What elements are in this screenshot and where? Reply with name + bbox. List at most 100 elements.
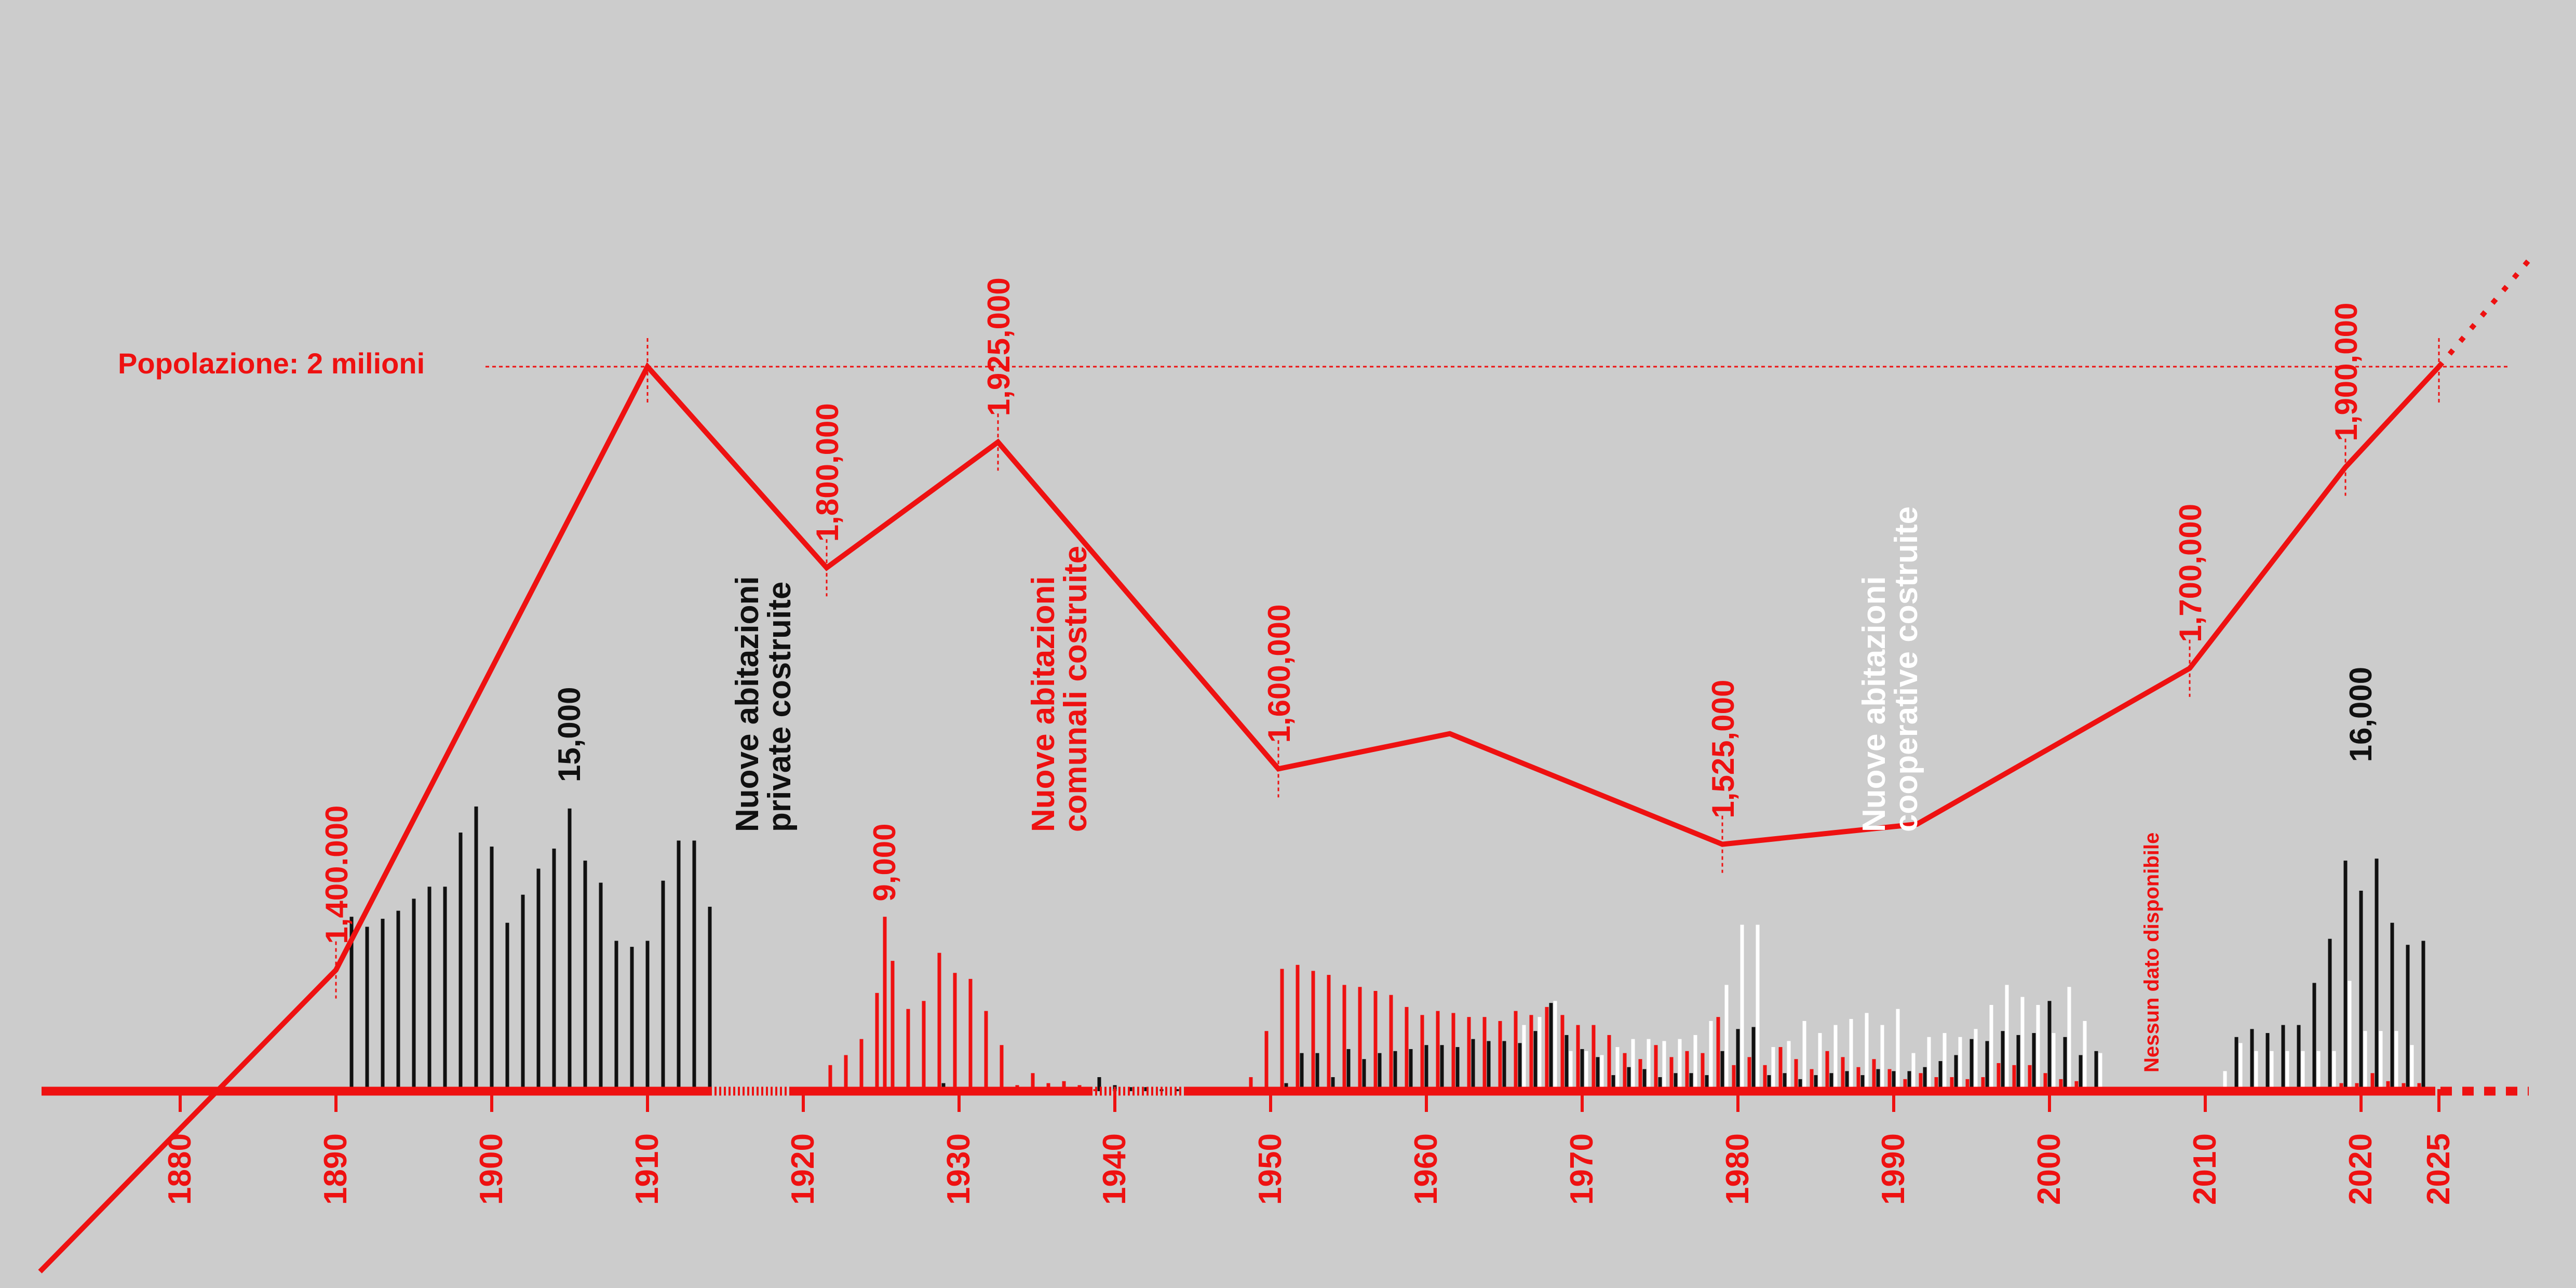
bar-comunali-1933: [1000, 1045, 1004, 1091]
label-group: Popolazione: 2 milioni 1,400.000 1,800,000…: [118, 277, 2378, 1072]
bar-private-1902: [521, 894, 525, 1091]
bar-cooperative-2022: [2394, 1031, 2398, 1091]
x-tick-label-1980: 1980: [1720, 1133, 1756, 1205]
bar-private-1987: [1845, 1071, 1849, 1091]
bar-private-1942: [1144, 1087, 1148, 1091]
bar-comunali-1988: [1856, 1067, 1860, 1091]
bar-private-1939: [1097, 1077, 1101, 1091]
bar-cooperative-2020: [2363, 1031, 2367, 1091]
bar-private-1966: [1518, 1043, 1522, 1091]
bar-comunali-1994: [1950, 1077, 1954, 1091]
bar-private-1910: [645, 941, 650, 1091]
bar-private-1975: [1658, 1077, 1662, 1091]
bar-private-1962: [1455, 1047, 1460, 1091]
bar-cooperative-2003: [2098, 1053, 2102, 1091]
population-value-label: 1,400.000: [319, 806, 354, 944]
bar-cooperative-1972: [1615, 1047, 1620, 1091]
bar-cooperative-1973: [1631, 1039, 1635, 1091]
bar-cooperative-2013: [2254, 1051, 2258, 1091]
bar-comunali-2001: [2059, 1079, 2063, 1091]
bar-comunali-1970: [1576, 1025, 1580, 1091]
bar-cooperative-2011: [2223, 1071, 2227, 1091]
bar-private-1988: [1860, 1075, 1865, 1091]
bar-comunali-1982: [1763, 1065, 1767, 1091]
bar-private-2003: [2094, 1051, 2098, 1091]
bar-comunali-1964: [1482, 1017, 1487, 1091]
bar-private-2020: [2359, 891, 2363, 1091]
x-tick-label-1970: 1970: [1564, 1133, 1600, 1205]
bar-comunali-1989: [1872, 1059, 1876, 1091]
bar-private-1903: [536, 868, 541, 1091]
bar-cooperative-2002: [2083, 1021, 2087, 1091]
bar-comunali-1927: [906, 1009, 910, 1091]
bar-comunali-1985: [1810, 1069, 1814, 1091]
communal-peak-label: 9,000: [867, 823, 902, 901]
bar-comunali-1968: [1545, 1007, 1549, 1091]
bar-comunali-1924: [859, 1039, 864, 1091]
private-series-label-line1: Nuove abitazioni: [730, 576, 765, 832]
bar-cooperative-1987: [1849, 1019, 1853, 1091]
bar-private-2013: [2250, 1029, 2254, 1091]
population-value-label: 1,925,000: [981, 277, 1016, 416]
x-tick-label-2025: 2025: [2421, 1133, 2457, 1205]
bar-private-1898: [458, 833, 463, 1091]
bar-cooperative-1970: [1584, 1051, 1588, 1091]
bar-comunali-1960: [1420, 1015, 1424, 1091]
bar-private-1906: [583, 861, 587, 1091]
bar-private-2017: [2312, 983, 2316, 1091]
bar-cooperative-1974: [1647, 1039, 1651, 1091]
population-value-label: 1,700,000: [2173, 504, 2208, 642]
bar-private-1944: [1175, 1089, 1179, 1091]
bar-cooperative-1984: [1802, 1021, 1806, 1091]
x-tick-label-1960: 1960: [1408, 1133, 1444, 1205]
bar-cooperative-1983: [1787, 1041, 1791, 1091]
bar-comunali-1999: [2028, 1065, 2032, 1091]
bar-comunali-1981: [1747, 1057, 1751, 1091]
bar-private-1989: [1876, 1069, 1880, 1091]
bar-comunali-1935: [1031, 1073, 1035, 1091]
bar-cooperative-1976: [1678, 1039, 1682, 1091]
bar-private-1977: [1689, 1073, 1693, 1091]
cooperative-series-label-line2: cooperative costruite: [1889, 506, 1924, 832]
bar-cooperative-2018: [2332, 1051, 2336, 1091]
bar-comunali-1976: [1669, 1057, 1674, 1091]
bar-private-1969: [1565, 1035, 1569, 1091]
bar-comunali-2022: [2386, 1081, 2390, 1091]
bar-comunali-1991: [1903, 1079, 1907, 1091]
bar-private-1992: [1923, 1067, 1927, 1091]
bar-cooperative-2001: [2067, 987, 2071, 1091]
bar-private-1971: [1596, 1057, 1600, 1091]
bar-cooperative-1988: [1865, 1013, 1869, 1091]
bar-private-1994: [1954, 1055, 1958, 1091]
bar-private-1998: [2016, 1035, 2020, 1091]
bar-private-1980: [1736, 1029, 1740, 1091]
bar-private-1955: [1346, 1049, 1351, 1091]
bar-private-2019: [2343, 861, 2348, 1091]
bar-private-2018: [2328, 938, 2332, 1091]
bar-private-1912: [677, 840, 681, 1091]
private-peak-label: 16,000: [2343, 667, 2378, 762]
bar-private-1993: [1938, 1061, 1943, 1091]
bar-comunali-1925.5: [883, 917, 887, 1091]
bar-comunali-2021: [2370, 1073, 2375, 1091]
bar-comunali-1937: [1062, 1081, 1066, 1091]
bar-cooperative-1995: [1974, 1029, 1978, 1091]
bar-cooperative-1999: [2036, 1005, 2040, 1091]
bar-private-1999: [2032, 1033, 2036, 1091]
x-tick-label-1880: 1880: [162, 1133, 198, 1205]
bar-comunali-1990: [1887, 1069, 1892, 1091]
bar-comunali-1962: [1451, 1013, 1455, 1091]
bar-private-1983: [1783, 1073, 1787, 1091]
bar-cooperative-1992: [1927, 1037, 1931, 1091]
bar-private-1995: [1970, 1039, 1974, 1091]
bar-cooperative-2021: [2379, 1031, 2383, 1091]
bar-private-1904: [552, 848, 556, 1091]
x-tick-label-1940: 1940: [1097, 1133, 1132, 1205]
bar-private-1997: [2001, 1031, 2005, 1091]
bar-private-1891: [349, 917, 354, 1091]
bar-private-2023: [2406, 945, 2410, 1091]
bar-comunali-1949: [1249, 1077, 1253, 1091]
bar-comunali-1987: [1841, 1057, 1845, 1091]
bar-comunali-1961: [1436, 1011, 1440, 1091]
